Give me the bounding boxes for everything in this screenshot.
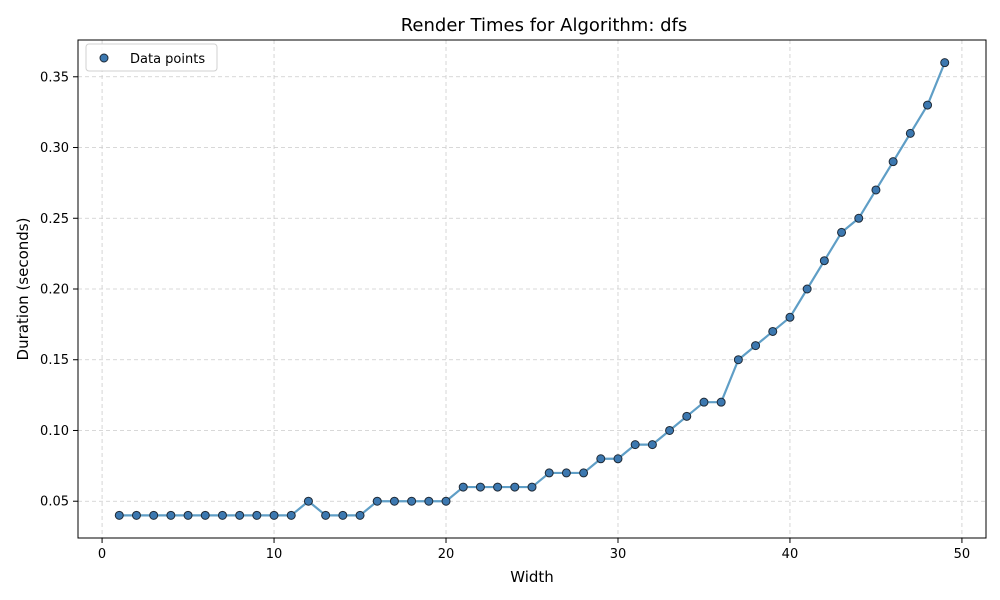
- data-point: [441, 496, 451, 506]
- data-point: [183, 510, 193, 520]
- data-point: [940, 58, 950, 68]
- data-point: [561, 468, 571, 478]
- data-point: [217, 510, 227, 520]
- x-tick-label: 40: [782, 547, 799, 562]
- data-point: [527, 482, 537, 492]
- data-point: [114, 510, 124, 520]
- data-point: [613, 454, 623, 464]
- y-tick-label: 0.25: [40, 212, 69, 227]
- data-point: [458, 482, 468, 492]
- data-point: [768, 326, 778, 336]
- data-point: [252, 510, 262, 520]
- data-point: [389, 496, 399, 506]
- data-point: [355, 510, 365, 520]
- data-point: [407, 496, 417, 506]
- data-point: [647, 440, 657, 450]
- x-tick-label: 20: [438, 547, 455, 562]
- data-point: [321, 510, 331, 520]
- data-point: [802, 284, 812, 294]
- data-point: [751, 341, 761, 351]
- y-tick-label: 0.35: [40, 70, 69, 85]
- data-point: [131, 510, 141, 520]
- y-tick-label: 0.20: [40, 283, 69, 298]
- chart-title: Render Times for Algorithm: dfs: [401, 15, 688, 36]
- data-point: [785, 312, 795, 322]
- data-point: [510, 482, 520, 492]
- grid: [78, 40, 986, 538]
- x-axis-ticks: 0 10 20 30 40 50: [98, 538, 970, 562]
- data-point: [235, 510, 245, 520]
- data-point: [630, 440, 640, 450]
- data-point: [372, 496, 382, 506]
- data-point: [303, 496, 313, 506]
- legend-entry-data-points: Data points: [130, 52, 205, 67]
- data-point: [819, 256, 829, 266]
- x-tick-label: 0: [98, 547, 106, 562]
- data-point: [544, 468, 554, 478]
- data-point: [200, 510, 210, 520]
- data-point: [149, 510, 159, 520]
- data-point: [665, 425, 675, 435]
- data-point: [579, 468, 589, 478]
- x-axis-label: Width: [510, 568, 554, 586]
- data-point: [338, 510, 348, 520]
- data-point: [905, 128, 915, 138]
- x-tick-label: 10: [266, 547, 283, 562]
- data-point: [871, 185, 881, 195]
- data-point: [923, 100, 933, 110]
- data-point: [286, 510, 296, 520]
- x-tick-label: 30: [610, 547, 627, 562]
- data-point: [854, 213, 864, 223]
- data-point: [699, 397, 709, 407]
- data-point: [493, 482, 503, 492]
- data-point: [596, 454, 606, 464]
- y-tick-label: 0.10: [40, 424, 69, 439]
- data-point: [166, 510, 176, 520]
- y-axis-label: Duration (seconds): [14, 218, 32, 361]
- data-point: [733, 355, 743, 365]
- data-point: [424, 496, 434, 506]
- legend-marker: [99, 53, 109, 63]
- data-point: [888, 157, 898, 167]
- data-point: [837, 227, 847, 237]
- data-point: [475, 482, 485, 492]
- data-point: [269, 510, 279, 520]
- legend-box: [85, 43, 218, 72]
- data-point: [716, 397, 726, 407]
- x-tick-label: 50: [954, 547, 971, 562]
- legend: Data points: [85, 43, 218, 72]
- y-tick-label: 0.05: [40, 495, 69, 510]
- y-tick-label: 0.30: [40, 141, 69, 156]
- data-point: [682, 411, 692, 421]
- series-group: [114, 58, 950, 520]
- y-axis-ticks: 0.05 0.10 0.15 0.20 0.25 0.30 0.35: [40, 70, 78, 510]
- y-tick-label: 0.15: [40, 353, 69, 368]
